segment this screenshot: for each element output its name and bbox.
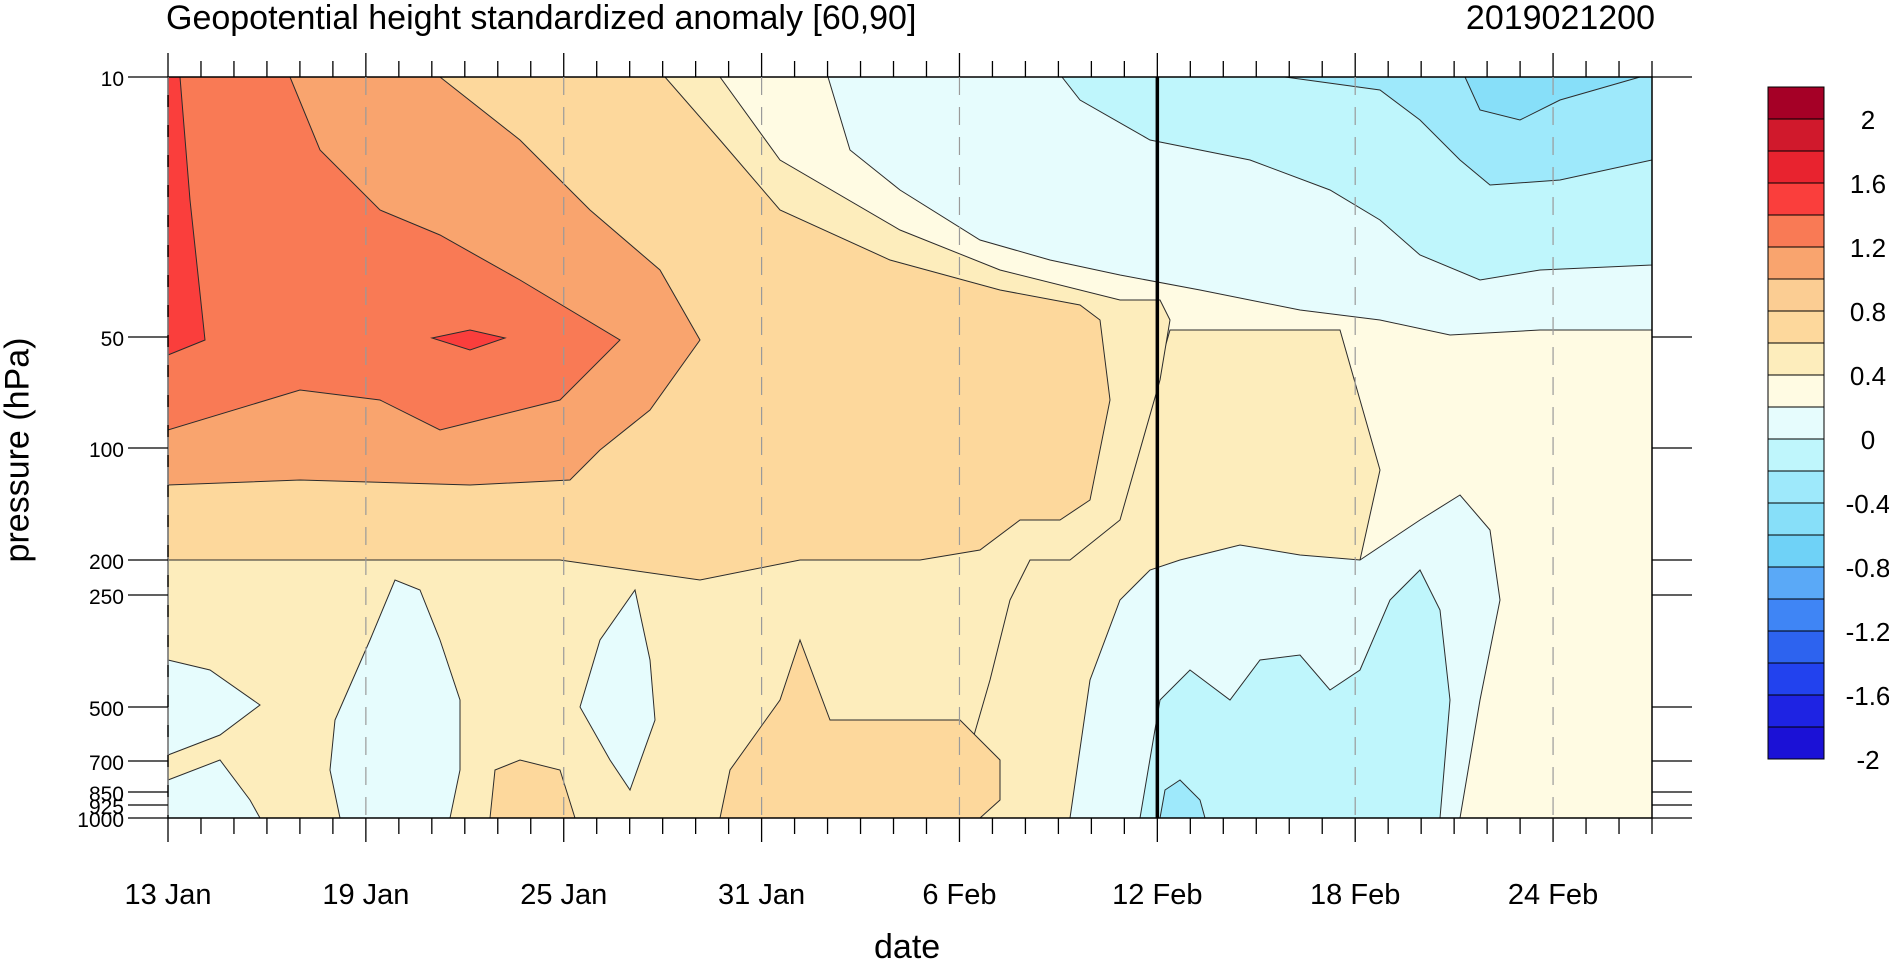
colorbar-label: 1.6 [1850, 169, 1886, 199]
x-tick-label: 13 Jan [124, 879, 211, 911]
x-tick-label: 25 Jan [520, 879, 607, 911]
x-axis-label: date [874, 928, 941, 966]
y-tick-label: 50 [101, 328, 124, 351]
colorbar-label: -1.6 [1846, 681, 1889, 711]
x-tick-label: 12 Feb [1112, 879, 1202, 911]
colorbar-swatch [1767, 534, 1825, 568]
colorbar-swatch [1767, 630, 1825, 664]
y-tick-label: 500 [89, 698, 124, 721]
x-tick-label: 18 Feb [1310, 879, 1400, 911]
chart-date-stamp: 2019021200 [1465, 0, 1655, 37]
colorbar-label: 0.4 [1850, 361, 1886, 391]
x-tick-label: 31 Jan [718, 879, 805, 911]
y-tick-label: 250 [89, 586, 124, 609]
colorbar-swatch [1767, 214, 1825, 248]
colorbar-label: 0.8 [1850, 297, 1886, 327]
colorbar-swatch [1767, 118, 1825, 152]
x-tick-label: 24 Feb [1508, 879, 1598, 911]
colorbar-swatch [1767, 438, 1825, 472]
colorbar-swatch [1767, 470, 1825, 504]
y-tick-label: 925 [89, 796, 124, 819]
colorbar-swatch [1767, 150, 1825, 184]
y-axis-label: pressure (hPa) [0, 337, 37, 563]
y-tick-label: 100 [89, 439, 124, 462]
contour-1.6-to-2-patch [430, 329, 507, 351]
colorbar-swatch [1767, 278, 1825, 312]
colorbar-swatch [1767, 694, 1825, 728]
y-tick-label: 10 [101, 68, 124, 91]
x-tick-label: 6 Feb [922, 879, 996, 911]
colorbar-swatch [1767, 246, 1825, 280]
chart-title: Geopotential height standardized anomaly… [166, 0, 917, 37]
contour-fills [167, 76, 1653, 819]
x-tick-label: 19 Jan [322, 879, 409, 911]
colorbar: 2 1.6 1.2 0.8 0.4 0 -0.4 -0.8 -1.2 -1.6 -2 [1767, 86, 1889, 775]
contour-minus-0.4-lower [1139, 569, 1451, 819]
y-tick-label: 1000 [77, 809, 124, 832]
colorbar-swatch [1767, 566, 1825, 600]
colorbar-swatch [1767, 502, 1825, 536]
colorbar-label: 0 [1861, 425, 1875, 455]
colorbar-label: -2 [1856, 745, 1879, 775]
contour-cold-cell-3 [329, 579, 461, 819]
contour-0.4-to-0.8-lower [719, 638, 1001, 819]
colorbar-swatch [1767, 86, 1825, 120]
y-tick-label: 200 [89, 551, 124, 574]
colorbar-swatch [1767, 406, 1825, 440]
colorbar-swatch [1767, 182, 1825, 216]
colorbar-label: -1.2 [1846, 617, 1889, 647]
colorbar-label: 1.2 [1850, 233, 1886, 263]
colorbar-swatch [1767, 662, 1825, 696]
colorbar-swatch [1767, 342, 1825, 376]
y-tick-label: 850 [89, 783, 124, 806]
colorbar-label: -0.4 [1846, 489, 1889, 519]
colorbar-label: 2 [1861, 105, 1875, 135]
colorbar-swatch [1767, 374, 1825, 408]
colorbar-swatch [1767, 598, 1825, 632]
colorbar-swatch [1767, 310, 1825, 344]
colorbar-label: -0.8 [1846, 553, 1889, 583]
contour-cold-cell-4 [579, 588, 656, 792]
colorbar-swatch [1767, 726, 1825, 760]
y-tick-label: 700 [89, 752, 124, 775]
contour-1.2-to-1.6 [167, 76, 621, 431]
